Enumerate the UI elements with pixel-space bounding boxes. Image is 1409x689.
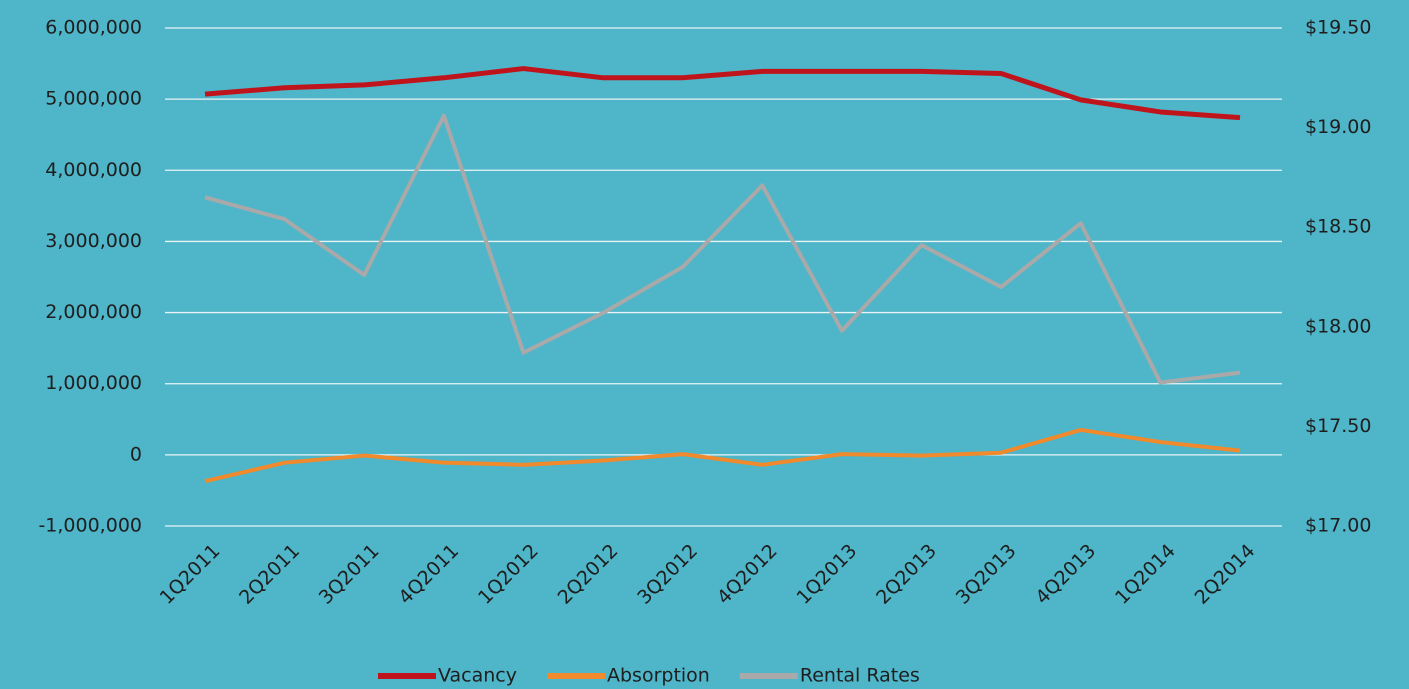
y-tick-label: 5,000,000 [45, 88, 142, 110]
y-tick-label: 0 [130, 443, 142, 465]
x-tick-label: 1Q2013 [792, 540, 861, 609]
y2-tick-label: $17.50 [1305, 415, 1371, 437]
x-tick-label: 4Q2013 [1031, 540, 1100, 609]
y2-tick-label: $17.00 [1305, 515, 1371, 537]
y-tick-label: 2,000,000 [45, 301, 142, 323]
x-tick-label: 1Q2012 [474, 540, 543, 609]
line-series [204, 66, 1241, 121]
x-tick-label: 2Q2013 [872, 540, 941, 609]
x-tick-label: 2Q2012 [554, 540, 623, 609]
y-tick-label: 3,000,000 [45, 230, 142, 252]
legend-label: Vacancy [438, 665, 517, 687]
x-tick-label: 3Q2012 [633, 540, 702, 609]
x-tick-label: 4Q2011 [394, 540, 463, 609]
y2-tick-label: $19.50 [1305, 17, 1371, 39]
y-tick-label: 4,000,000 [45, 159, 142, 181]
x-tick-label: 2Q2011 [235, 540, 304, 609]
legend-label: Rental Rates [800, 665, 920, 687]
x-tick-label: 3Q2013 [952, 540, 1021, 609]
legend-label: Absorption [607, 665, 710, 687]
x-tick-label: 1Q2014 [1111, 540, 1180, 609]
y-tick-label: 6,000,000 [45, 17, 142, 39]
y2-tick-label: $18.50 [1305, 216, 1371, 238]
y-tick-label: -1,000,000 [38, 515, 142, 537]
y2-tick-label: $19.00 [1305, 116, 1371, 138]
line-series [204, 113, 1241, 385]
y-tick-label: 1,000,000 [45, 372, 142, 394]
x-tick-label: 1Q2011 [156, 540, 225, 609]
x-tick-label: 2Q2014 [1191, 540, 1260, 609]
y2-tick-label: $18.00 [1305, 315, 1371, 337]
x-tick-label: 4Q2012 [713, 540, 782, 609]
line-series [204, 427, 1241, 484]
x-tick-label: 3Q2011 [315, 540, 384, 609]
